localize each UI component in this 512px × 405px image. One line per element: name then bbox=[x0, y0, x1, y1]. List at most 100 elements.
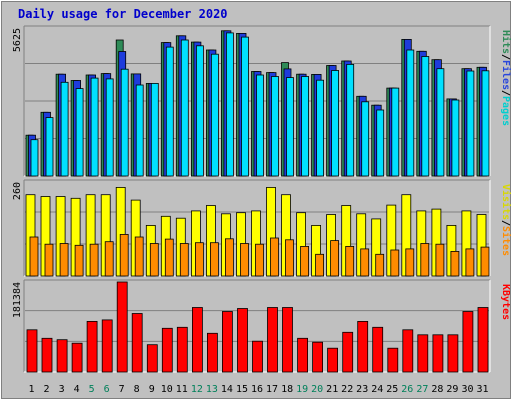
bar-kbytes-day-16 bbox=[252, 340, 263, 373]
y-max-label: 5625 bbox=[12, 28, 23, 52]
bar-pages-day-7 bbox=[120, 68, 129, 177]
bar-pages-day-13 bbox=[210, 53, 219, 177]
panel-2: 260 Visits/Sites bbox=[12, 179, 512, 277]
bar-pages-day-11 bbox=[180, 39, 189, 177]
bar-kbytes-day-10 bbox=[161, 327, 173, 373]
bar-kbytes-day-7 bbox=[116, 281, 128, 373]
bar-kbytes-day-14 bbox=[221, 311, 233, 373]
legend: KBytes bbox=[500, 284, 511, 320]
bar-sites-day-8 bbox=[134, 236, 144, 277]
bar-sites-day-2 bbox=[44, 243, 54, 277]
bar-kbytes-day-17 bbox=[267, 307, 278, 373]
bar-kbytes-day-28 bbox=[432, 334, 444, 373]
x-tick-label-day-9: 9 bbox=[149, 384, 155, 395]
bar-sites-day-9 bbox=[149, 243, 159, 277]
bar-sites-day-6 bbox=[104, 241, 114, 277]
bar-pages-day-29 bbox=[451, 99, 460, 177]
bar-pages-day-10 bbox=[165, 46, 174, 177]
bars bbox=[25, 186, 490, 277]
legend-separator: / bbox=[500, 220, 511, 226]
x-axis: 1 2 3 4 5 6 7 8 9 10 11 12 13 14 15 16 17 18 19 20 21 22 23 24 2… bbox=[28, 384, 488, 395]
bar-kbytes-day-30 bbox=[462, 311, 474, 373]
x-tick-label-day-15: 15 bbox=[236, 384, 248, 395]
x-tick-label-day-13: 13 bbox=[206, 384, 218, 395]
legend: Hits/Files/Pages bbox=[500, 30, 512, 126]
panel-3: 181384 KBytes bbox=[12, 279, 511, 373]
legend-kbytes: KBytes bbox=[500, 284, 511, 320]
bar-sites-day-22 bbox=[345, 245, 355, 277]
bar-pages-day-9 bbox=[150, 83, 159, 177]
bar-sites-day-13 bbox=[209, 242, 219, 277]
bar-sites-day-17 bbox=[270, 237, 279, 277]
bar-pages-day-6 bbox=[105, 78, 114, 177]
legend-visits: Visits bbox=[500, 184, 512, 220]
x-tick-label-day-4: 4 bbox=[74, 384, 80, 395]
bar-sites-day-31 bbox=[480, 246, 490, 277]
bar-kbytes-day-4 bbox=[71, 342, 83, 373]
legend-sites: Sites bbox=[500, 226, 512, 256]
bar-pages-day-12 bbox=[195, 45, 204, 177]
bar-pages-day-19 bbox=[301, 76, 310, 177]
bar-sites-day-23 bbox=[360, 248, 370, 277]
bar-pages-day-20 bbox=[316, 79, 325, 177]
bar-pages-day-8 bbox=[135, 84, 144, 177]
bar-kbytes-day-26 bbox=[402, 329, 414, 373]
bar-pages-day-27 bbox=[421, 56, 430, 177]
legend-pages: Pages bbox=[500, 96, 511, 126]
bar-sites-day-12 bbox=[194, 242, 204, 277]
bar-sites-day-29 bbox=[450, 250, 460, 277]
bar-pages-day-21 bbox=[331, 70, 340, 177]
legend-separator: / bbox=[500, 90, 511, 96]
bar-pages-day-14 bbox=[225, 32, 234, 177]
bar-kbytes-day-2 bbox=[41, 337, 53, 373]
bar-pages-day-24 bbox=[376, 109, 385, 177]
bar-sites-day-24 bbox=[375, 253, 385, 277]
bar-pages-day-30 bbox=[466, 70, 475, 177]
x-tick-label-day-22: 22 bbox=[341, 384, 353, 395]
bar-pages-day-22 bbox=[346, 64, 355, 177]
bar-sites-day-26 bbox=[405, 248, 415, 277]
bar-sites-day-10 bbox=[164, 238, 174, 277]
bar-kbytes-day-27 bbox=[417, 334, 429, 373]
bar-sites-day-25 bbox=[390, 249, 400, 277]
bar-kbytes-day-15 bbox=[237, 308, 248, 373]
x-tick-label-day-10: 10 bbox=[161, 384, 173, 395]
bar-kbytes-day-23 bbox=[357, 320, 369, 373]
bar-pages-day-26 bbox=[406, 49, 415, 177]
y-max-label: 181384 bbox=[12, 282, 23, 318]
bar-sites-day-7 bbox=[119, 233, 129, 277]
x-tick-label-day-7: 7 bbox=[119, 384, 125, 395]
bar-sites-day-27 bbox=[420, 243, 430, 277]
bar-kbytes-day-20 bbox=[312, 341, 324, 373]
bar-kbytes-day-13 bbox=[206, 332, 218, 373]
bar-sites-day-21 bbox=[330, 240, 340, 277]
x-tick-label-day-17: 17 bbox=[266, 384, 278, 395]
bar-sites-day-11 bbox=[179, 243, 189, 277]
x-tick-label-day-1: 1 bbox=[28, 384, 34, 395]
bar-pages-day-5 bbox=[90, 77, 99, 177]
bar-kbytes-day-31 bbox=[477, 307, 489, 373]
x-tick-label-day-26: 26 bbox=[401, 384, 413, 395]
bar-kbytes-day-22 bbox=[342, 331, 354, 373]
bar-kbytes-day-3 bbox=[56, 339, 68, 373]
frame-shadow bbox=[1, 1, 511, 399]
x-tick-label-day-23: 23 bbox=[356, 384, 368, 395]
x-tick-label-day-25: 25 bbox=[386, 384, 398, 395]
bar-kbytes-day-18 bbox=[282, 307, 293, 373]
x-tick-label-day-27: 27 bbox=[416, 384, 428, 395]
x-tick-label-day-3: 3 bbox=[59, 384, 65, 395]
bars bbox=[26, 281, 489, 373]
x-tick-label-day-16: 16 bbox=[251, 384, 263, 395]
x-tick-label-day-11: 11 bbox=[176, 384, 188, 395]
bar-pages-day-16 bbox=[256, 74, 264, 177]
legend-hits: Hits bbox=[500, 30, 512, 54]
x-tick-label-day-21: 21 bbox=[326, 384, 338, 395]
bar-pages-day-23 bbox=[361, 101, 370, 177]
y-max-label: 260 bbox=[12, 182, 23, 200]
bar-sites-day-28 bbox=[435, 243, 445, 277]
bar-sites-day-3 bbox=[59, 243, 69, 277]
x-tick-label-day-18: 18 bbox=[281, 384, 293, 395]
bar-pages-day-2 bbox=[45, 117, 54, 177]
